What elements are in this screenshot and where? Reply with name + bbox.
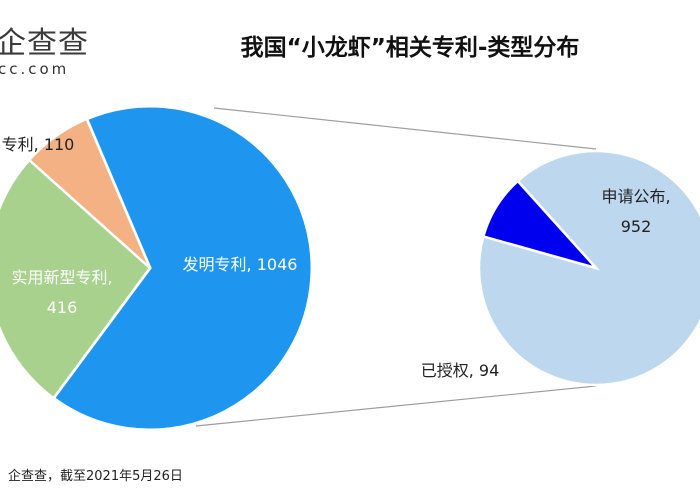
main-pie — [0, 104, 314, 432]
connector-line-bottom — [195, 385, 597, 427]
source-note: 企查查，截至2021年5月26日 — [8, 469, 183, 484]
slice-e5b7b2e68e88e69d83 — [481, 179, 600, 271]
slice-e794b3e8afb7e585ace5b883 — [477, 149, 700, 387]
detail-pie — [477, 149, 700, 387]
slice-label: 实用新型专利, 416 — [11, 268, 112, 317]
connector-lines — [195, 107, 597, 427]
slice-label: 专利, 110 — [2, 135, 75, 154]
brand-domain: cc.com — [0, 60, 70, 78]
slice-label: 申请公布, 952 — [601, 187, 670, 236]
brand-logo: 企查查 — [0, 26, 89, 61]
slice-e58f91e6988ee4b893e588a9 — [51, 104, 314, 432]
connector-line-top — [213, 107, 597, 150]
slice-e5a496e8a782e8aebee8aea1e4b893e588a9 — [27, 117, 152, 269]
slice-label: 发明专利, 1046 — [183, 255, 298, 274]
chart-title: 我国“小龙虾”相关专利-类型分布 — [240, 35, 580, 61]
slice-labels: 发明专利, 1046 实用新型专利, 416 专利, 110 申请公布, 952 已授权, … — [2, 135, 671, 380]
slice-e5ae9ee794a8e696b0e59e8be4b893e588a9 — [0, 158, 152, 400]
slice-label: 已授权, 94 — [421, 361, 500, 380]
